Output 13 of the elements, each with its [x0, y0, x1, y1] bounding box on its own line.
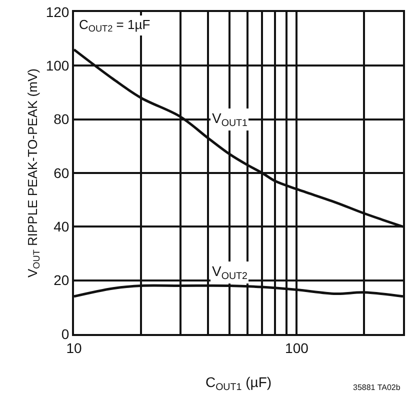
y-tick-label: 80 [54, 111, 70, 128]
annotation: V$_{OUT1}$ [212, 110, 248, 129]
x-tick-label: 10 [66, 340, 82, 356]
text: 35881 TA02b [353, 383, 401, 392]
y-tick-label: 0 [61, 326, 70, 342]
y-tick-label: 20 [54, 272, 70, 288]
y-tick-label: 40 [54, 218, 70, 235]
x-axis-title: C$_{OUT1}$ (µF) [205, 374, 272, 393]
y-tick-label: 100 [46, 58, 70, 74]
annotation: V$_{OUT2}$ [212, 263, 248, 282]
y-tick-label: 60 [54, 164, 70, 181]
y-tick-label: 120 [46, 4, 70, 20]
annotation: C$_{OUT2}$ = 1µF [79, 17, 150, 34]
